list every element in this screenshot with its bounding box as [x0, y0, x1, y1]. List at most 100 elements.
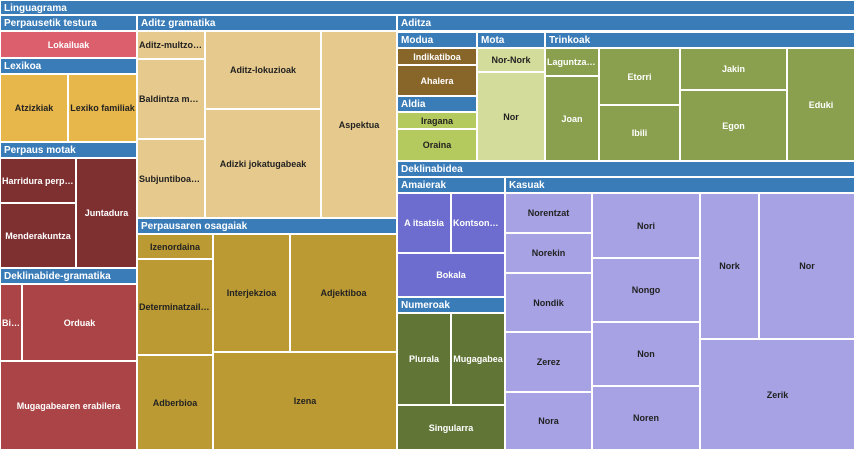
group-header-mota: Mota: [477, 32, 545, 48]
cell-label: Mugagabearen erabilera: [16, 400, 121, 411]
treemap-cell-joan[interactable]: Joan: [545, 76, 599, 161]
cell-label: Adberbioa: [152, 397, 198, 408]
treemap-cell-adizki-jokatugabeak[interactable]: Adizki jokatugabeak: [205, 109, 321, 218]
treemap-cell-izenordaina[interactable]: Izenordaina: [137, 234, 213, 259]
treemap-cell-laguntzailea[interactable]: Laguntzailea: [545, 48, 599, 76]
treemap-cell-singularra[interactable]: Singularra: [397, 405, 505, 450]
cell-label: Atzizkiak: [14, 103, 54, 113]
treemap-cell-nora[interactable]: Nora: [505, 392, 592, 450]
cell-label: Interjekzioa: [226, 288, 277, 298]
cell-label: Adizki jokatugabeak: [219, 158, 307, 169]
treemap-cell-baldintza-motak[interactable]: Baldintza motak: [137, 59, 205, 139]
group-header-aditz-gramatika: Aditz gramatika: [137, 15, 397, 31]
treemap-cell-menderakuntza[interactable]: Menderakuntza: [0, 203, 76, 268]
cell-label: Joan: [561, 113, 583, 124]
treemap-cell-izena[interactable]: Izena: [213, 352, 397, 450]
cell-label: Ibili: [631, 128, 648, 138]
group-header-numeroak: Numeroak: [397, 297, 505, 313]
cell-label: Nor-Nork: [491, 55, 531, 65]
treemap-cell-orduak[interactable]: Orduak: [22, 284, 137, 361]
group-header-modua: Modua: [397, 32, 477, 48]
treemap-cell-mugagabearen-erabilera[interactable]: Mugagabearen erabilera: [0, 361, 137, 450]
cell-label: Aspektua: [338, 119, 380, 130]
treemap-cell-subjuntiboaren[interactable]: Subjuntiboaren ...: [137, 139, 205, 218]
cell-label: Zerik: [766, 389, 789, 400]
treemap-cell-adjektiboa[interactable]: Adjektiboa: [290, 234, 397, 352]
group-header-perpausetik-testura: Perpausetik testura: [0, 15, 137, 31]
treemap-cell-mugagabea[interactable]: Mugagabea: [451, 313, 505, 405]
cell-label: Bird...: [2, 317, 21, 328]
cell-label: Eduki: [808, 99, 834, 110]
treemap-cell-a-itsatsia[interactable]: A itsatsia: [397, 193, 451, 253]
cell-label: Norentzat: [527, 208, 570, 218]
treemap-cell-zerez[interactable]: Zerez: [505, 332, 592, 392]
treemap-cell-egon[interactable]: Egon: [680, 90, 787, 161]
treemap-cell-norentzat[interactable]: Norentzat: [505, 193, 592, 233]
cell-label: Ahalera: [420, 75, 454, 86]
cell-label: Baldintza motak: [139, 94, 204, 104]
treemap-cell-atzizkiak[interactable]: Atzizkiak: [0, 74, 68, 142]
cell-label: Orduak: [63, 317, 96, 328]
cell-label: Adjektiboa: [320, 288, 367, 298]
cell-label: Indikatiboa: [413, 51, 461, 62]
treemap-cell-eduki[interactable]: Eduki: [787, 48, 855, 161]
cell-label: Etorri: [627, 71, 652, 82]
treemap-cell-zerik[interactable]: Zerik: [700, 339, 855, 450]
treemap-cell-aspektua[interactable]: Aspektua: [321, 31, 397, 218]
cell-label: Iragana: [420, 115, 453, 126]
treemap-cell-oraina[interactable]: Oraina: [397, 129, 477, 161]
treemap-cell-nork[interactable]: Nork: [700, 193, 759, 339]
treemap-cell-lokailuak[interactable]: Lokailuak: [0, 31, 137, 58]
treemap-cell-jakin[interactable]: Jakin: [680, 48, 787, 90]
treemap-cell-nor[interactable]: Nor: [759, 193, 855, 339]
cell-label: Lokailuak: [47, 39, 90, 50]
treemap-cell-non[interactable]: Non: [592, 322, 700, 386]
cell-label: Nora: [538, 416, 559, 426]
treemap-cell-juntadura[interactable]: Juntadura: [76, 158, 137, 268]
treemap-cell-bokala[interactable]: Bokala: [397, 253, 505, 297]
treemap-cell-nor-nork[interactable]: Nor-Nork: [477, 48, 545, 72]
cell-label: Zerez: [536, 357, 561, 367]
treemap-cell-norekin[interactable]: Norekin: [505, 233, 592, 273]
cell-label: A itsatsia: [404, 218, 444, 228]
group-header-trinkoak: Trinkoak: [545, 32, 855, 48]
treemap-cell-bird[interactable]: Bird...: [0, 284, 22, 361]
cell-label: Izena: [293, 396, 317, 406]
treemap-cell-aditz-multzoko[interactable]: Aditz-multzoko ...: [137, 31, 205, 59]
treemap-cell-nori[interactable]: Nori: [592, 193, 700, 258]
group-header-amaierak: Amaierak: [397, 177, 505, 193]
cell-label: Nori: [637, 220, 655, 231]
group-header-perpaus-motak: Perpaus motak: [0, 142, 137, 158]
treemap-cell-aditz-lokuzioak[interactable]: Aditz-lokuzioak: [205, 31, 321, 109]
treemap-cell-harridura-perpausak[interactable]: Harridura perpausak: [0, 158, 76, 203]
treemap-cell-ahalera[interactable]: Ahalera: [397, 65, 477, 96]
cell-label: Kontsonantea: [453, 218, 504, 228]
treemap-cell-nongo[interactable]: Nongo: [592, 258, 700, 322]
group-header-deklinabide-gramatika: Deklinabide-gramatika: [0, 268, 137, 284]
section-header-deklinabidea: Deklinabidea: [397, 161, 855, 177]
treemap-cell-determinatzaileak[interactable]: Determinatzaileak: [137, 259, 213, 355]
chart-title: Linguagrama: [0, 0, 855, 15]
cell-label: Nondik: [533, 297, 564, 308]
cell-label: Egon: [722, 120, 745, 131]
treemap-cell-iragana[interactable]: Iragana: [397, 112, 477, 129]
cell-label: Nork: [719, 261, 740, 271]
treemap-cell-nondik[interactable]: Nondik: [505, 273, 592, 332]
treemap-cell-nor[interactable]: Nor: [477, 72, 545, 161]
cell-label: Menderakuntza: [5, 230, 71, 241]
treemap-cell-etorri[interactable]: Etorri: [599, 48, 680, 105]
treemap-cell-noren[interactable]: Noren: [592, 386, 700, 450]
cell-label: Jakin: [721, 64, 745, 74]
treemap-cell-ibili[interactable]: Ibili: [599, 105, 680, 161]
treemap-cell-indikatiboa[interactable]: Indikatiboa: [397, 48, 477, 65]
cell-label: Bokala: [436, 270, 466, 280]
treemap-cell-lexiko-familiak[interactable]: Lexiko familiak: [68, 74, 137, 142]
group-header-kasuak: Kasuak: [505, 177, 855, 193]
cell-label: Aditz-lokuzioak: [229, 65, 296, 75]
group-header-lexikoa: Lexikoa: [0, 58, 137, 74]
treemap-cell-kontsonantea[interactable]: Kontsonantea: [451, 193, 505, 253]
treemap-cell-interjekzioa[interactable]: Interjekzioa: [213, 234, 290, 352]
treemap-cell-plurala[interactable]: Plurala: [397, 313, 451, 405]
cell-label: Oraina: [422, 140, 452, 150]
treemap-cell-adberbioa[interactable]: Adberbioa: [137, 355, 213, 450]
